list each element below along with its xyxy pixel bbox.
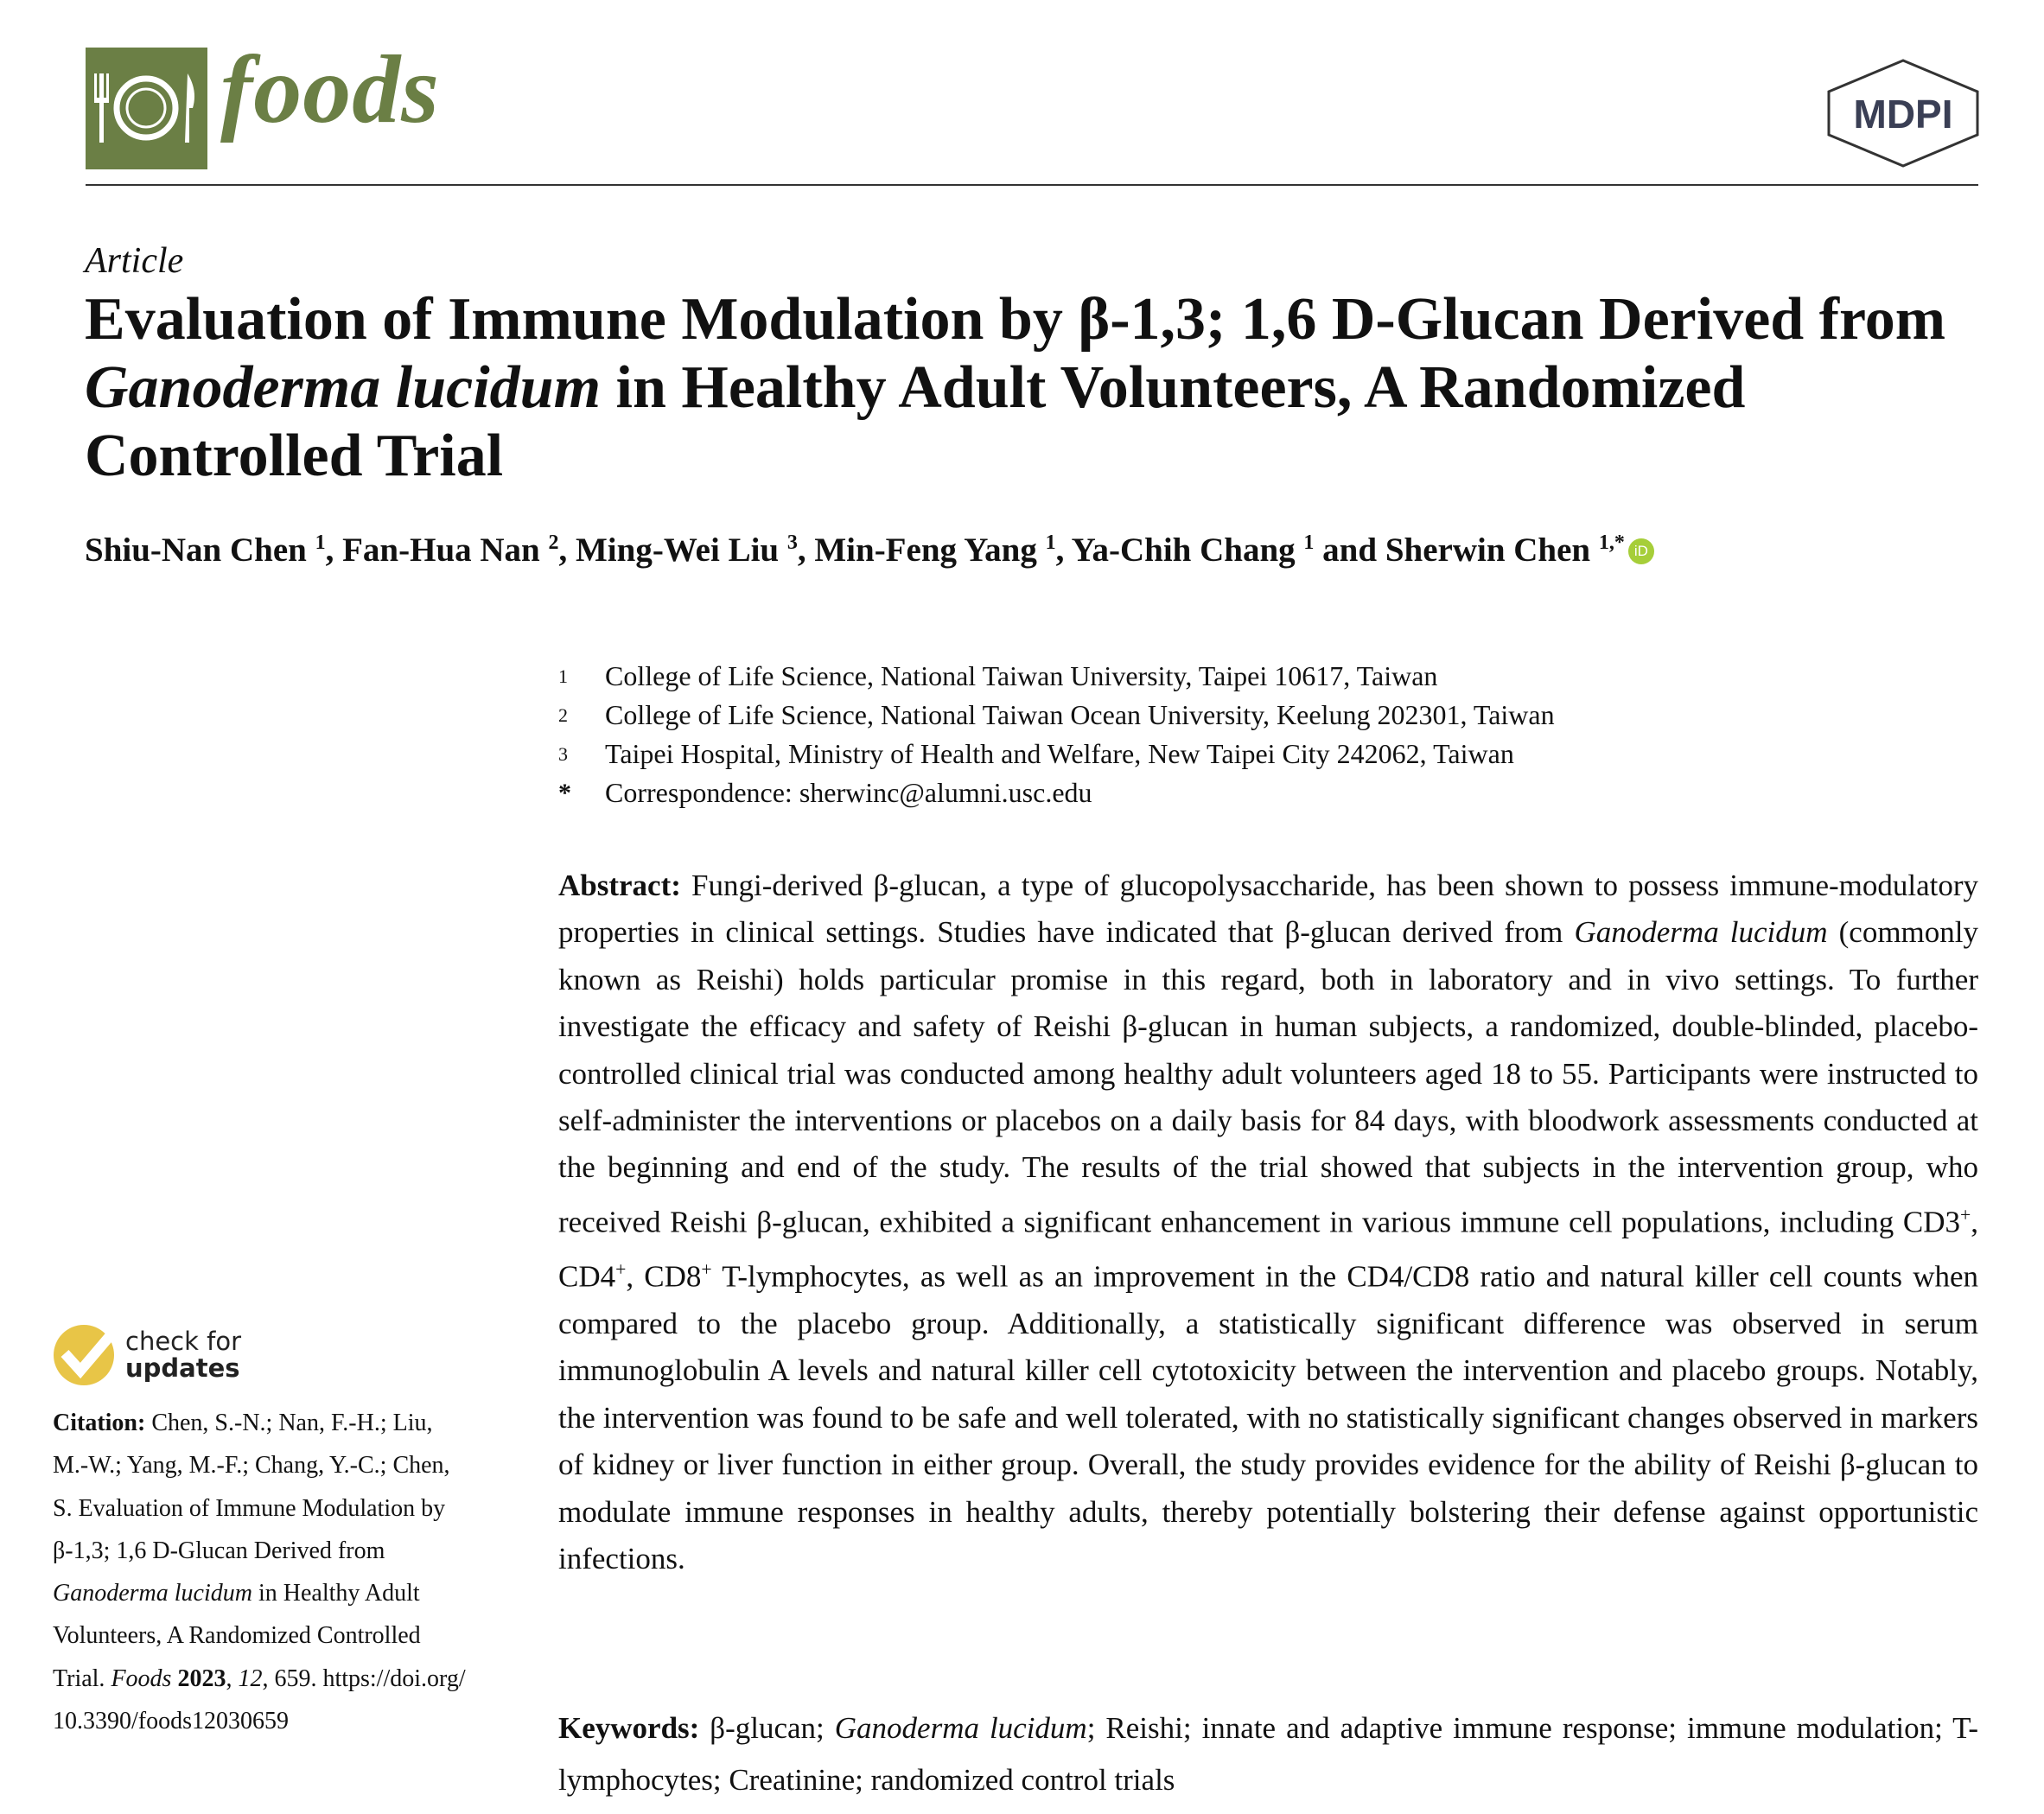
mdpi-logo: MDPI bbox=[1825, 57, 1981, 169]
affiliation: 3 Taipei Hospital, Ministry of Health and… bbox=[558, 738, 1514, 769]
header-rule bbox=[86, 184, 1978, 186]
author[interactable]: Sherwin Chen bbox=[1385, 531, 1591, 569]
author[interactable]: Ming-Wei Liu bbox=[576, 531, 780, 569]
article-type: Article bbox=[85, 241, 184, 281]
affiliation: 1 College of Life Science, National Taiwa… bbox=[558, 660, 1438, 691]
author-list: Shiu-Nan Chen 1, Fan-Hua Nan 2, Ming-Wei… bbox=[85, 531, 1654, 570]
citation: Citation: Chen, S.-N.; Nan, F.-H.; Liu, … bbox=[53, 1410, 466, 1735]
affiliation: 2 College of Life Science, National Taiwa… bbox=[558, 699, 1555, 730]
author[interactable]: Ya-Chih Chang bbox=[1071, 531, 1296, 569]
check-updates-icon bbox=[54, 1325, 114, 1385]
orcid-icon[interactable]: iD bbox=[1627, 538, 1654, 564]
plate-fork-knife-icon bbox=[94, 73, 194, 143]
author[interactable]: Shiu-Nan Chen bbox=[85, 531, 307, 569]
affiliations: 1 College of Life Science, National Taiwa… bbox=[558, 657, 1555, 812]
check-updates-line1: check for bbox=[125, 1327, 241, 1356]
author[interactable]: Min-Feng Yang bbox=[814, 531, 1037, 569]
article-title: Evaluation of Immune Modulation by β-1,3… bbox=[85, 286, 1946, 489]
check-for-updates-button[interactable]: check for updates bbox=[53, 1324, 241, 1386]
journal-name: foods bbox=[220, 36, 440, 143]
check-updates-line2: updates bbox=[125, 1353, 240, 1383]
doi-link[interactable]: , 659. https://doi.org/10.3390/foods1203… bbox=[53, 1664, 466, 1735]
abstract: Abstract: Fungi-derived β-glucan, a type… bbox=[558, 869, 1979, 1575]
svg-text:MDPI: MDPI bbox=[1854, 92, 1953, 137]
correspondence: * Correspondence: sherwinc@alumni.usc.edu bbox=[558, 777, 1092, 808]
journal-logo bbox=[86, 48, 207, 169]
keywords: Keywords: β-glucan; Ganoderma lucidum; R… bbox=[558, 1711, 1979, 1797]
author[interactable]: Fan-Hua Nan bbox=[342, 531, 540, 569]
